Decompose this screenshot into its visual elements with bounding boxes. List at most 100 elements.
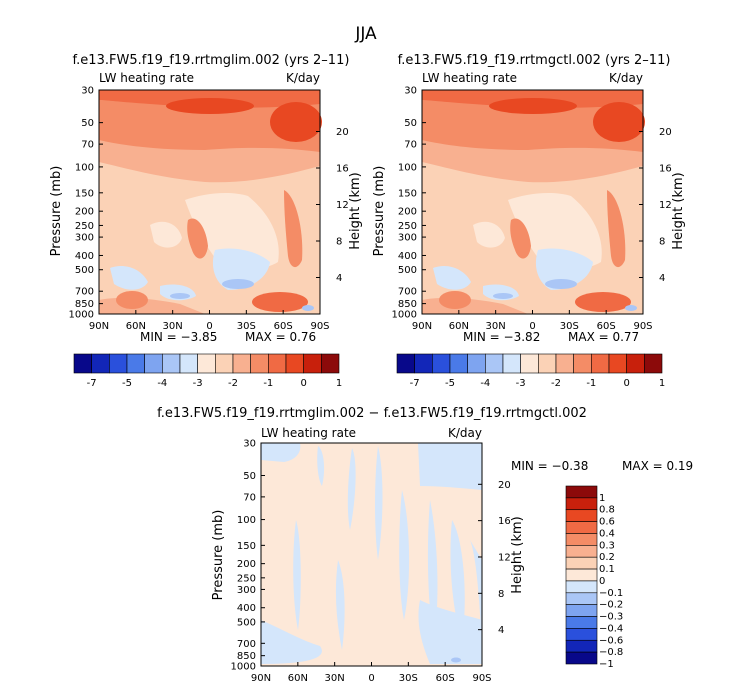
colorbar-label: −0.8 — [599, 647, 623, 658]
y-tick: 100 — [75, 162, 94, 173]
colorbar-label: −1 — [599, 659, 614, 670]
colorbar-label: -5 — [122, 378, 132, 389]
x-tick: 90S — [310, 321, 329, 332]
panel-c: f.e13.FW5.f19_f19.rrtmglim.002 − f.e13.F… — [157, 406, 693, 684]
y-tick: 300 — [237, 585, 256, 596]
y-tick: 100 — [398, 162, 417, 173]
colorbar-label: -1 — [263, 378, 273, 389]
y-tick: 850 — [398, 299, 417, 310]
colorbar-swatch — [591, 353, 610, 374]
colorbar-label: −0.4 — [599, 623, 623, 634]
panel-c-pressure-label: Pressure (mb) — [211, 510, 226, 601]
colorbar-swatch — [321, 353, 340, 374]
colorbar-label: 0.8 — [599, 505, 615, 516]
colorbar-label: -2 — [228, 378, 238, 389]
colorbar-swatch — [432, 353, 451, 374]
panel-a-contour-field — [99, 90, 322, 314]
panel-a-max: MAX = 0.76 — [245, 330, 316, 344]
y-tick: 500 — [237, 617, 256, 628]
colorbar-label: 0 — [300, 378, 306, 389]
panel-c-min: MIN = −0.38 — [511, 459, 588, 473]
colorbar-swatch — [555, 353, 574, 374]
panel-b-min: MIN = −3.82 — [463, 330, 540, 344]
y-tick: 70 — [404, 140, 417, 151]
colorbar-label: 1 — [336, 378, 342, 389]
panel-b-colorbar — [396, 353, 663, 374]
x-tick: 30S — [560, 321, 579, 332]
panel-a: f.e13.FW5.f19_f19.rrtmglim.002 (yrs 2–11… — [49, 53, 363, 389]
y-tick: 700 — [237, 639, 256, 650]
panel-c-latitude-ticks: 90N 60N 30N 0 30S 60S 90S — [251, 673, 492, 684]
colorbar-label: -1 — [586, 378, 596, 389]
colorbar-label: −0.1 — [599, 588, 623, 599]
x-tick: 90N — [412, 321, 432, 332]
colorbar-label: -7 — [87, 378, 97, 389]
y-tick: 30 — [243, 439, 256, 450]
y-tick: 200 — [75, 207, 94, 218]
panel-c-contour-field — [261, 443, 482, 666]
colorbar-swatch — [144, 353, 163, 374]
panel-a-colorbar-labels: -7 -5 -4 -3 -2 -1 0 1 — [87, 378, 343, 389]
x-tick: 0 — [529, 321, 535, 332]
colorbar-swatch — [565, 497, 598, 511]
height-tick: 4 — [498, 625, 504, 636]
colorbar-label: 0.2 — [599, 552, 615, 563]
y-tick: 850 — [75, 299, 94, 310]
height-tick: 12 — [659, 200, 672, 211]
x-tick: 30N — [163, 321, 183, 332]
colorbar-label: −0.2 — [599, 600, 623, 611]
panel-a-pressure-ticks: 30 50 70 100 150 200 250 300 400 500 700… — [69, 86, 94, 321]
x-tick: 60S — [597, 321, 616, 332]
panel-b-height-ticks: 20 16 12 8 4 — [659, 127, 672, 284]
y-tick: 200 — [237, 559, 256, 570]
figure-title: JJA — [354, 24, 377, 44]
y-tick: 70 — [243, 492, 256, 503]
height-tick: 16 — [336, 163, 349, 174]
panel-c-max: MAX = 0.19 — [622, 459, 693, 473]
colorbar-swatch — [232, 353, 251, 374]
x-tick: 0 — [368, 673, 374, 684]
panel-b-units: K/day — [609, 71, 643, 85]
colorbar-label: -3 — [193, 378, 203, 389]
panel-b-title: f.e13.FW5.f19_f19.rrtmgctl.002 (yrs 2–11… — [398, 53, 671, 68]
panel-c-title: f.e13.FW5.f19_f19.rrtmglim.002 − f.e13.F… — [157, 406, 587, 421]
colorbar-swatch — [565, 545, 598, 558]
panel-a-height-ticks: 20 16 12 8 4 — [336, 127, 349, 284]
y-tick: 400 — [75, 251, 94, 262]
colorbar-swatch — [565, 616, 598, 629]
y-tick: 250 — [75, 221, 94, 232]
colorbar-swatch — [109, 353, 128, 374]
x-tick: 60N — [288, 673, 308, 684]
x-tick: 90S — [472, 673, 491, 684]
colorbar-swatch — [467, 353, 486, 374]
colorbar-swatch — [485, 353, 504, 374]
panel-b: f.e13.FW5.f19_f19.rrtmgctl.002 (yrs 2–11… — [372, 53, 686, 389]
height-tick: 20 — [659, 127, 672, 138]
panel-c-colorbar — [565, 485, 598, 665]
y-tick: 400 — [237, 603, 256, 614]
panel-b-pressure-ticks: 30 50 70 100 150 200 250 300 400 500 700… — [392, 86, 417, 321]
colorbar-swatch — [179, 353, 198, 374]
y-tick: 700 — [75, 287, 94, 298]
colorbar-label: -7 — [410, 378, 420, 389]
x-tick: 90N — [251, 673, 271, 684]
colorbar-swatch — [565, 639, 598, 653]
colorbar-swatch — [162, 353, 181, 374]
panel-a-tick-marks — [98, 89, 321, 315]
colorbar-swatch — [215, 353, 234, 374]
panel-c-colorbar-labels: 1 0.8 0.6 0.4 0.3 0.2 0.1 0 −0.1 −0.2 −0… — [599, 493, 623, 670]
colorbar-swatch — [565, 628, 598, 641]
height-tick: 4 — [659, 273, 665, 284]
colorbar-label: -4 — [480, 378, 490, 389]
x-tick: 60S — [274, 321, 293, 332]
colorbar-label: −0.3 — [599, 612, 623, 623]
panel-b-colorbar-labels: -7 -5 -4 -3 -2 -1 0 1 — [410, 378, 666, 389]
colorbar-swatch — [414, 353, 433, 374]
x-tick: 90S — [633, 321, 652, 332]
height-tick: 4 — [336, 273, 342, 284]
panel-b-max: MAX = 0.77 — [568, 330, 639, 344]
panel-b-height-label: Height (km) — [671, 172, 686, 249]
x-tick: 60S — [436, 673, 455, 684]
colorbar-label: 0.3 — [599, 540, 615, 551]
